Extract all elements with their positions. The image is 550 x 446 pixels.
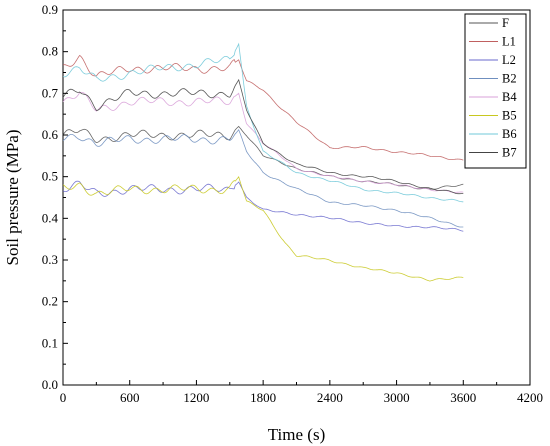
series-line-b6 xyxy=(62,42,464,203)
plot-frame xyxy=(62,9,531,386)
x-axis-title: Time (s) xyxy=(268,425,325,444)
x-tick-label: 2400 xyxy=(317,390,343,405)
x-tick-label: 1800 xyxy=(250,390,276,405)
legend-label: L2 xyxy=(502,53,516,67)
plot-area xyxy=(62,9,531,386)
series-line-l1 xyxy=(62,54,464,161)
x-axis: 0 600 1200 1800 2400 3000 3600 4200 xyxy=(60,380,543,405)
y-tick-label: 0.4 xyxy=(42,210,59,225)
y-tick-label: 0.9 xyxy=(42,2,58,17)
legend-label: B4 xyxy=(502,90,517,104)
legend-item: L1 xyxy=(469,35,516,49)
legend-item: B6 xyxy=(469,127,517,141)
legend-label: B2 xyxy=(502,72,517,86)
legend-item: B4 xyxy=(469,90,517,104)
legend: F L1 L2 B2 B4 B5 B6 B7 xyxy=(464,13,527,169)
series-line-l2 xyxy=(62,180,464,232)
legend-label: B7 xyxy=(502,146,517,160)
x-tick-label: 1200 xyxy=(183,390,209,405)
series-line-b4 xyxy=(62,91,464,193)
series-line-b5 xyxy=(62,176,464,282)
legend-item: F xyxy=(469,16,509,30)
y-tick-label: 0.7 xyxy=(42,85,59,100)
legend-item: B7 xyxy=(469,146,517,160)
y-tick-label: 0.8 xyxy=(42,44,58,59)
legend-item: B2 xyxy=(469,72,517,86)
x-tick-label: 3000 xyxy=(384,390,410,405)
legend-label: B6 xyxy=(502,127,517,141)
x-tick-label: 0 xyxy=(60,390,67,405)
legend-item: B5 xyxy=(469,109,517,123)
x-tick-label: 3600 xyxy=(450,390,476,405)
series-layer xyxy=(62,42,464,282)
legend-label: B5 xyxy=(502,109,517,123)
y-tick-label: 0.5 xyxy=(42,169,58,184)
series-line-b2 xyxy=(62,129,464,228)
y-tick-label: 0.0 xyxy=(42,377,58,392)
legend-box xyxy=(464,13,527,169)
y-tick-label: 0.6 xyxy=(42,127,59,142)
series-line-f xyxy=(62,125,464,190)
y-axis-title: Soil pressure (MPa) xyxy=(3,130,22,266)
legend-item: L2 xyxy=(469,53,516,67)
series-line-b7 xyxy=(62,78,464,195)
y-tick-label: 0.1 xyxy=(42,335,58,350)
y-tick-label: 0.3 xyxy=(42,252,58,267)
y-tick-label: 0.2 xyxy=(42,294,58,309)
x-tick-label: 4200 xyxy=(517,390,543,405)
legend-label: L1 xyxy=(502,35,516,49)
x-tick-label: 600 xyxy=(120,390,140,405)
legend-label: F xyxy=(502,16,509,30)
y-axis: 0.0 0.1 0.2 0.3 0.4 0.5 0.6 0.7 0.8 0.9 xyxy=(42,2,68,392)
